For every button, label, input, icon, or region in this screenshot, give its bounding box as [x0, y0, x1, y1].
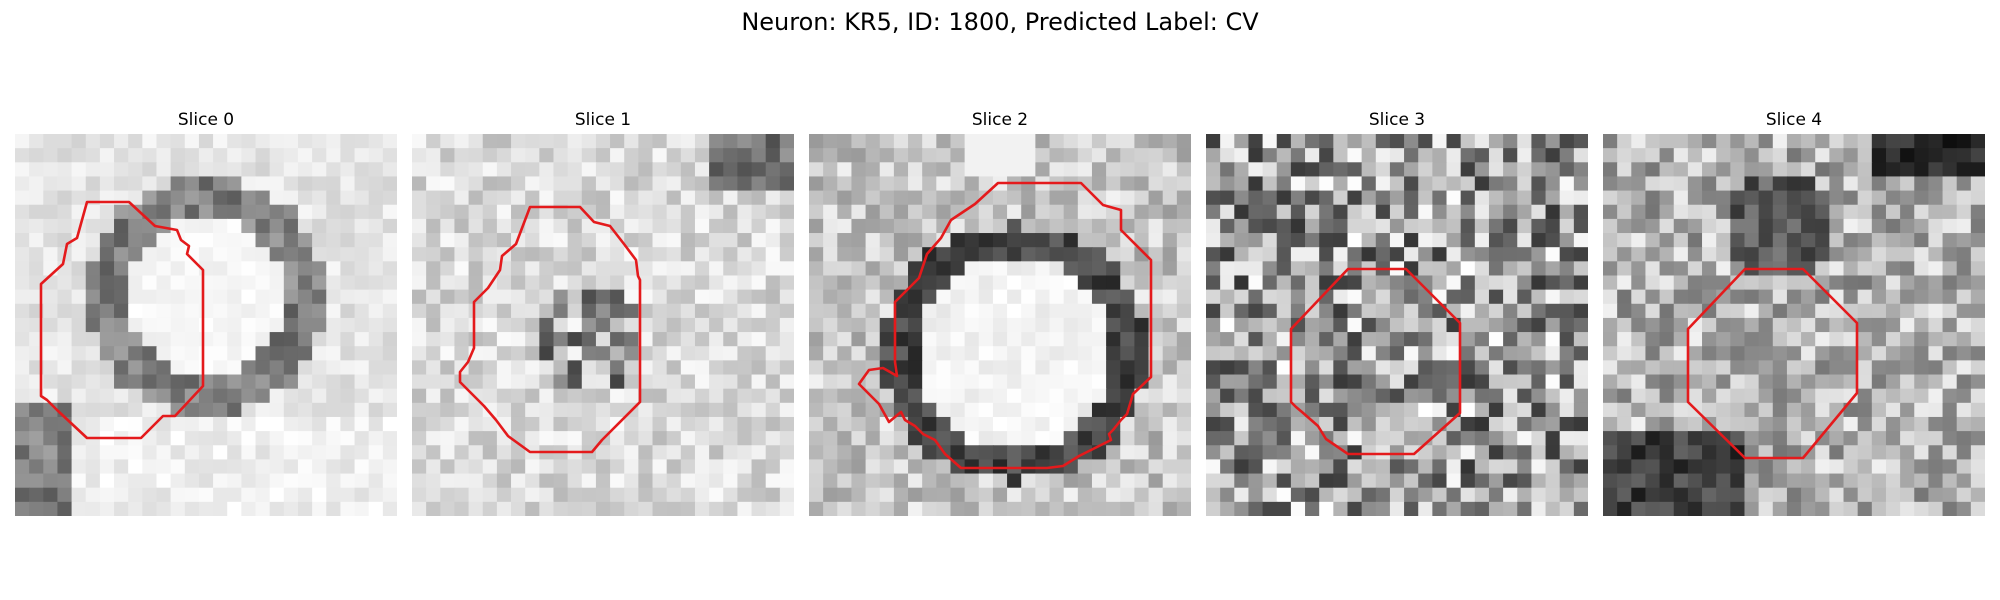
- slice-panel-2: Slice 2: [809, 110, 1191, 516]
- segmentation-contour: [458, 205, 642, 454]
- slice-title: Slice 2: [971, 110, 1029, 130]
- slice-panel-3: Slice 3: [1206, 110, 1588, 516]
- slice-image-4: [1603, 134, 1985, 516]
- slice-image-1: [412, 134, 794, 516]
- segmentation-contour: [1686, 267, 1859, 460]
- slice-panel-1: Slice 1: [412, 110, 794, 516]
- slice-title: Slice 4: [1765, 110, 1823, 130]
- slice-panel-4: Slice 4: [1603, 110, 1985, 516]
- slice-image-0: [15, 134, 397, 516]
- slice-image-2: [809, 134, 1191, 516]
- slice-title: Slice 1: [574, 110, 632, 130]
- segmentation-contour: [1289, 267, 1462, 456]
- segmentation-contour: [857, 181, 1153, 470]
- slice-panel-0: Slice 0: [15, 110, 397, 516]
- slice-image-3: [1206, 134, 1588, 516]
- segmentation-contour: [39, 200, 205, 440]
- figure-title: Neuron: KR5, ID: 1800, Predicted Label: …: [741, 8, 1259, 36]
- slice-title: Slice 3: [1368, 110, 1426, 130]
- slice-title: Slice 0: [177, 110, 235, 130]
